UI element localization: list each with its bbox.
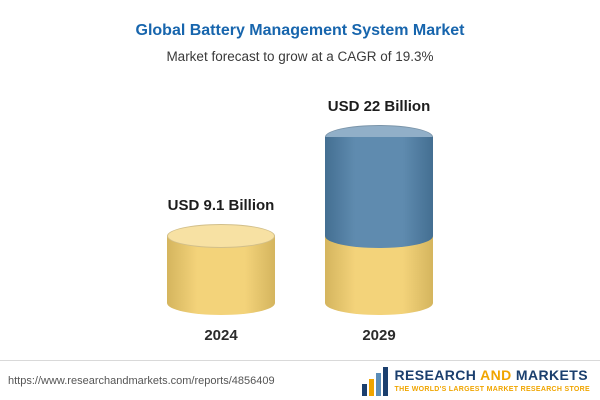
chart-subtitle: Market forecast to grow at a CAGR of 19.… (166, 49, 434, 64)
bar-value-label-2024: USD 9.1 Billion (167, 197, 275, 215)
chart-area: USD 9.1 Billion 2024 USD 22 Billion 2029 (0, 98, 600, 344)
source-url-link[interactable]: https://www.researchandmarkets.com/repor… (8, 374, 275, 387)
logo-word-and: AND (480, 367, 512, 384)
bar-value-label-2029: USD 22 Billion (327, 98, 431, 116)
chart-header: Global Battery Management System Market … (0, 0, 600, 64)
x-axis-label-2029: 2029 (362, 327, 396, 344)
chart-title: Global Battery Management System Market (135, 22, 465, 39)
logo-word-markets: MARKETS (515, 367, 588, 384)
bar-2024-cylinder (167, 224, 275, 315)
bar-group-2024: USD 9.1 Billion 2024 (167, 197, 275, 344)
logo-tagline: THE WORLD'S LARGEST MARKET RESEARCH STOR… (394, 385, 590, 393)
logo-word-research: RESEARCH (394, 367, 477, 384)
bar-2029-cylinder (325, 125, 433, 315)
research-and-markets-logo: RESEARCH AND MARKETS THE WORLD'S LARGEST… (361, 366, 590, 396)
bar-2029-segment-yellow (325, 236, 433, 315)
x-axis-label-2024: 2024 (204, 327, 238, 344)
bar-2029-segment-blue (325, 137, 433, 249)
logo-text: RESEARCH AND MARKETS THE WORLD'S LARGEST… (395, 367, 590, 393)
logo-wordmark: RESEARCH AND MARKETS (395, 367, 590, 383)
footer: https://www.researchandmarkets.com/repor… (0, 360, 600, 400)
bar-2024-top-ellipse (167, 224, 275, 249)
logo-bars-icon (361, 366, 388, 396)
bar-2024-segment (167, 236, 275, 315)
bar-group-2029: USD 22 Billion 2029 (325, 98, 433, 344)
